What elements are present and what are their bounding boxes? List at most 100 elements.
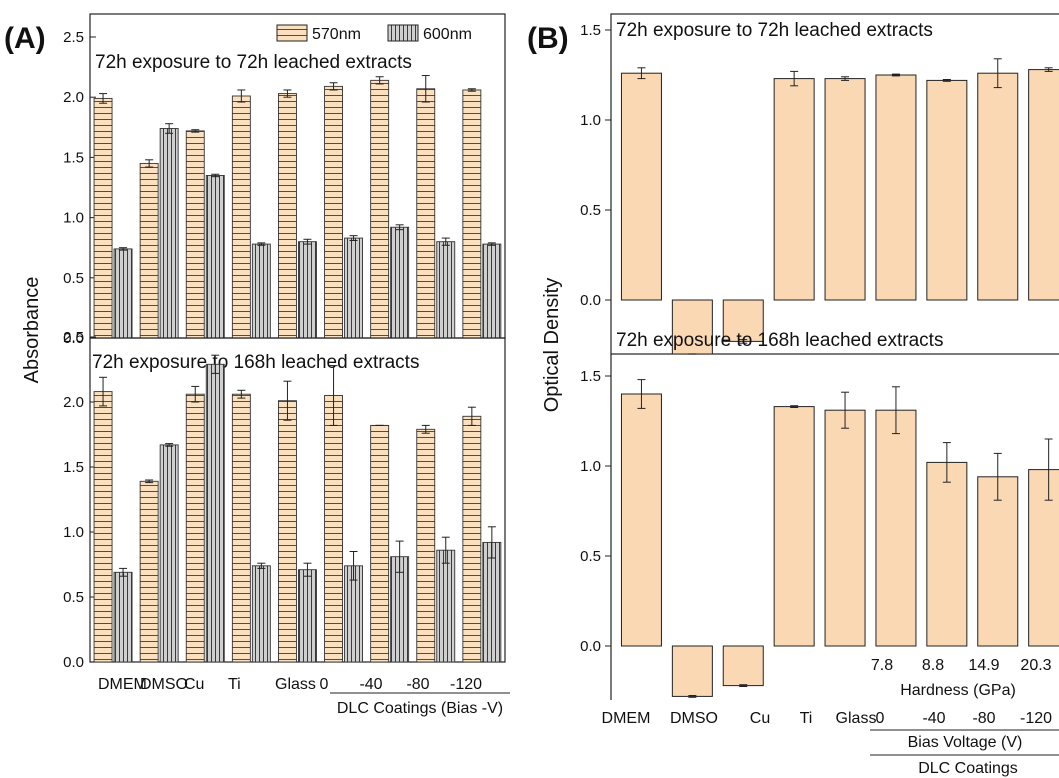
bar-b-bottom-0 xyxy=(875,409,917,647)
bar-b-top-Glass xyxy=(824,78,866,301)
panel-a-top-ytick-label: 2.0 xyxy=(63,89,84,106)
panel-b-bottom-ytick-label: 0.0 xyxy=(580,638,601,655)
panel-b-top-frame xyxy=(610,13,1059,355)
hardness-value-label: 20.3 xyxy=(1020,657,1051,674)
bar-a-top-570nm--40 xyxy=(370,79,390,339)
panel-b-hardness-label: Hardness (GPa) xyxy=(900,682,1016,699)
x-category-label-b: Glass xyxy=(836,710,877,727)
panel-a-bottom-ytick-label: 0.5 xyxy=(63,589,84,606)
bar-a-top-600nm-Glass xyxy=(298,241,317,339)
legend-label-570nm: 570nm xyxy=(312,26,361,43)
bar-b-bottom-Cu xyxy=(722,645,764,687)
bar-b-top-Ti xyxy=(773,78,815,301)
x-category-label-a: -120 xyxy=(450,676,482,693)
x-category-label-b: Cu xyxy=(750,710,770,727)
bar-a-bottom-600nm-Glass xyxy=(298,569,317,663)
panel-b-bottom-ytick-label: 0.5 xyxy=(580,548,601,565)
bar-a-bottom-570nm--40 xyxy=(370,424,390,663)
bar-a-bottom-600nm--80 xyxy=(436,549,456,663)
bar-a-top-570nm-Ti xyxy=(231,95,251,339)
panel-a-top-ytick-label: 1.0 xyxy=(63,210,84,227)
x-category-label-b: DMEM xyxy=(602,710,651,727)
bar-a-bottom-570nm--120 xyxy=(462,415,482,663)
panel-b-top-ytick-label: 0.0 xyxy=(580,292,601,309)
bar-b-top-0 xyxy=(875,74,917,301)
bar-a-top-600nm--120 xyxy=(482,243,502,339)
bar-a-bottom-570nm-Ti xyxy=(231,393,251,663)
panel-a-bottom-frame xyxy=(89,337,506,663)
panel-a-bottom-ytick-label: 0.0 xyxy=(63,654,84,671)
panel-b: (B) Optical Density 72h exposure to 72h … xyxy=(527,13,1059,777)
bar-a-bottom-600nm-DMSO xyxy=(159,444,179,663)
bar-a-top-600nm-0 xyxy=(344,237,363,339)
panel-a: (A) Absorbance 72h exposure to 72h leach… xyxy=(4,13,510,717)
bar-a-top-570nm-Cu xyxy=(185,130,205,339)
bar-a-bottom-570nm-DMEM xyxy=(93,391,113,663)
legend-label-600nm: 600nm xyxy=(423,26,472,43)
x-category-label-a: Glass xyxy=(275,676,316,693)
bar-b-top-DMSO xyxy=(671,299,713,355)
panel-a-legend: 570nm 600nm xyxy=(276,24,472,43)
x-category-label-a: DMSO xyxy=(140,676,188,693)
bar-a-bottom-600nm-Cu xyxy=(205,363,225,663)
bar-a-top-600nm-DMSO xyxy=(159,128,179,339)
panel-a-ylabel: Absorbance xyxy=(21,277,43,384)
panel-b-top-ytick-label: 1.0 xyxy=(580,112,601,129)
bar-a-bottom-600nm--120 xyxy=(482,541,502,663)
x-category-label-b: -40 xyxy=(922,710,945,727)
panel-b-top-title: 72h exposure to 72h leached extracts xyxy=(616,20,933,41)
bar-a-bottom-570nm-DMSO xyxy=(139,480,159,663)
bar-a-top-600nm-Cu xyxy=(205,175,225,339)
panel-a-top-ytick-label: 0.5 xyxy=(63,270,84,287)
x-category-label-b: -120 xyxy=(1020,710,1052,727)
panel-a-bottom-ytick-label: 1.0 xyxy=(63,524,84,541)
x-category-label-a: 0 xyxy=(320,676,329,693)
bar-a-top-600nm-Ti xyxy=(251,243,271,339)
bar-a-top-600nm--40 xyxy=(390,226,410,339)
x-category-label-a: DMEM xyxy=(98,676,147,693)
bar-a-top-570nm-Glass xyxy=(278,93,297,339)
bar-a-bottom-600nm-DMEM xyxy=(113,571,133,663)
panel-a-bottom-ytick-label: 2.0 xyxy=(63,394,84,411)
panel-b-bottom-title: 72h exposure to 168h leached extracts xyxy=(616,330,943,351)
bar-a-bottom-570nm-Cu xyxy=(185,393,205,663)
bar-b-bottom-Ti xyxy=(773,406,815,647)
x-category-label-b: Ti xyxy=(800,710,813,727)
bar-b-bottom-DMEM xyxy=(620,393,662,647)
hardness-value-label: 8.8 xyxy=(922,657,944,674)
panel-b-bottom-ytick-label: 1.5 xyxy=(580,368,601,385)
panel-a-bottom-title: 72h exposure to 168h leached extracts xyxy=(92,352,419,373)
panel-b-categories: DMEM DMSO Cu Ti Glass 0 -40 -80 -120 xyxy=(602,710,1053,727)
bar-a-bottom-600nm-Ti xyxy=(251,565,271,663)
panel-b-bottom-plot: 72h exposure to 168h leached extracts 0.0… xyxy=(580,330,1059,700)
bar-a-top-570nm-DMSO xyxy=(139,162,159,339)
bar-b-top-DMEM xyxy=(620,72,662,301)
panel-a-bottom-plot: 72h exposure to 168h leached extracts 0.0… xyxy=(63,329,506,671)
bar-a-top-570nm--80 xyxy=(416,88,436,339)
hardness-value-label: 14.9 xyxy=(968,657,999,674)
bar-b-top--40 xyxy=(926,79,968,301)
legend-swatch-600nm xyxy=(387,24,419,42)
panel-a-top-ytick-label: 0.0 xyxy=(63,330,84,347)
bar-a-top-600nm--80 xyxy=(436,241,456,339)
panel-b-ylabel: Optical Density xyxy=(541,278,563,413)
bar-a-top-570nm-0 xyxy=(324,85,343,339)
panel-b-label: (B) xyxy=(527,22,569,55)
bar-b-bottom--40 xyxy=(926,461,968,647)
panel-b-top-ytick-label: 1.5 xyxy=(580,22,601,39)
panel-a-label: (A) xyxy=(4,22,46,55)
bar-a-top-600nm-DMEM xyxy=(113,248,133,339)
hardness-value-label: 7.8 xyxy=(871,657,893,674)
x-category-label-b: 0 xyxy=(876,710,885,727)
bar-a-top-570nm-DMEM xyxy=(93,97,113,339)
bar-b-bottom--80 xyxy=(977,476,1019,647)
panel-a-bottom-ytick-label: 1.5 xyxy=(63,459,84,476)
bar-a-bottom-570nm-0 xyxy=(324,395,343,663)
bar-a-bottom-570nm--80 xyxy=(416,428,436,663)
bar-b-bottom-Glass xyxy=(824,409,866,647)
panel-a-top-title: 72h exposure to 72h leached extracts xyxy=(95,52,412,73)
bar-a-top-570nm--120 xyxy=(462,89,482,339)
panel-b-top-ytick-label: 0.5 xyxy=(580,202,601,219)
panel-a-top-ytick-label: 1.5 xyxy=(63,149,84,166)
